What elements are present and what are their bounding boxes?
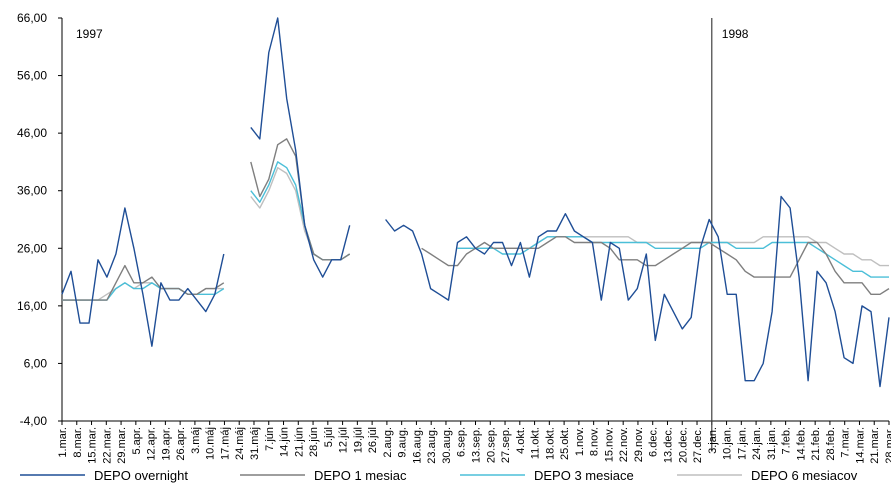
x-tick-label: 19.apr.	[160, 427, 172, 461]
x-tick-label: 13.dec.	[662, 427, 674, 463]
x-tick-label: 28.feb.	[825, 427, 837, 461]
legend-label: DEPO 6 mesiacov	[751, 468, 858, 483]
x-tick-label: 31.máj	[249, 427, 261, 460]
x-tick-label: 29.mar.	[116, 427, 128, 464]
x-tick-label: 15.nov.	[603, 427, 615, 462]
x-tick-label: 22.mar.	[101, 427, 113, 464]
series-line-depo-overnight	[61, 17, 890, 388]
x-tick-label: 24.jan.	[751, 427, 763, 460]
x-tick-label: 8.nov.	[589, 427, 601, 456]
x-tick-label: 10.máj	[205, 427, 217, 460]
y-tick-label: 6,00	[24, 356, 48, 370]
x-tick-label: 10.jan.	[722, 427, 734, 460]
x-tick-label: 28.mar.	[884, 427, 891, 464]
x-tick-label: 1.mar.	[57, 427, 69, 458]
x-tick-label: 4.okt.	[515, 427, 527, 454]
legend-label: DEPO 3 mesiace	[534, 468, 634, 483]
x-tick-label: 21.jún	[293, 427, 305, 457]
x-tick-label: 13.sep.	[471, 427, 483, 463]
x-tick-label: 6.sep.	[456, 427, 468, 457]
x-tick-label: 7.feb.	[781, 427, 793, 455]
x-tick-label: 25.okt.	[559, 427, 571, 460]
x-tick-label: 5.apr.	[131, 427, 143, 455]
x-tick-label: 7.jún	[264, 427, 276, 451]
x-tick-label: 30.aug.	[441, 427, 453, 464]
x-tick-label: 26.júl	[367, 427, 379, 453]
x-tick-label: 17.máj	[219, 427, 231, 460]
x-tick-label: 8.mar.	[72, 427, 84, 458]
x-tick-label: 23.aug.	[426, 427, 438, 464]
x-tick-label: 3.máj	[190, 427, 202, 454]
legend-label: DEPO 1 mesiac	[314, 468, 407, 483]
x-tick-label: 9.aug.	[397, 427, 409, 458]
legend-label: DEPO overnight	[94, 468, 188, 483]
x-tick-label: 27.dec.	[692, 427, 704, 463]
x-tick-label: 20.sep.	[485, 427, 497, 463]
x-tick-label: 11.okt.	[530, 427, 542, 459]
y-tick-label: 66,00	[17, 11, 47, 25]
y-tick-label: 26,00	[17, 241, 47, 255]
x-tick-label: 15.mar.	[87, 427, 99, 464]
x-tick-label: 1.nov.	[574, 427, 586, 456]
x-tick-label: 14.mar.	[854, 427, 866, 464]
x-tick-label: 2.aug.	[382, 427, 394, 458]
x-tick-label: 28.jún	[308, 427, 320, 457]
year-label-1998: 1998	[722, 27, 749, 41]
x-tick-label: 18.okt.	[544, 427, 556, 460]
y-tick-label: 46,00	[17, 126, 47, 140]
series-line-depo-3-mesiace	[62, 161, 889, 301]
series-line-depo-6-mesiacov	[62, 167, 889, 301]
x-tick-label: 6.dec.	[648, 427, 660, 457]
x-tick-label: 19.júl	[352, 427, 364, 453]
year-label-1997: 1997	[76, 27, 103, 41]
x-tick-label: 12.júl	[338, 427, 350, 453]
x-tick-label: 14.jún	[279, 427, 291, 457]
x-tick-label: 31.jan.	[766, 427, 778, 460]
x-tick-label: 16.aug.	[411, 427, 423, 464]
x-tick-label: 5.júl	[323, 427, 335, 447]
y-tick-label: -4,00	[20, 414, 48, 428]
x-tick-label: 12.apr.	[146, 427, 158, 461]
x-tick-label: 24.máj	[234, 427, 246, 460]
x-tick-label: 3.jan.	[707, 427, 719, 454]
x-tick-label: 22.nov.	[618, 427, 630, 462]
x-tick-label: 14.feb.	[795, 427, 807, 461]
x-tick-label: 17.jan.	[736, 427, 748, 460]
y-tick-label: 36,00	[17, 184, 47, 198]
x-tick-label: 21.mar.	[869, 427, 881, 464]
y-tick-label: 16,00	[17, 299, 47, 313]
x-tick-label: 20.dec.	[677, 427, 689, 463]
x-tick-label: 21.feb.	[810, 427, 822, 461]
series-line-depo-1-mesiac	[62, 138, 890, 301]
x-tick-label: 27.sep.	[500, 427, 512, 463]
x-tick-label: 29.nov.	[633, 427, 645, 462]
x-tick-label: 26.apr.	[175, 427, 187, 461]
x-tick-label: 7.mar.	[840, 427, 852, 458]
y-tick-label: 56,00	[17, 69, 47, 83]
